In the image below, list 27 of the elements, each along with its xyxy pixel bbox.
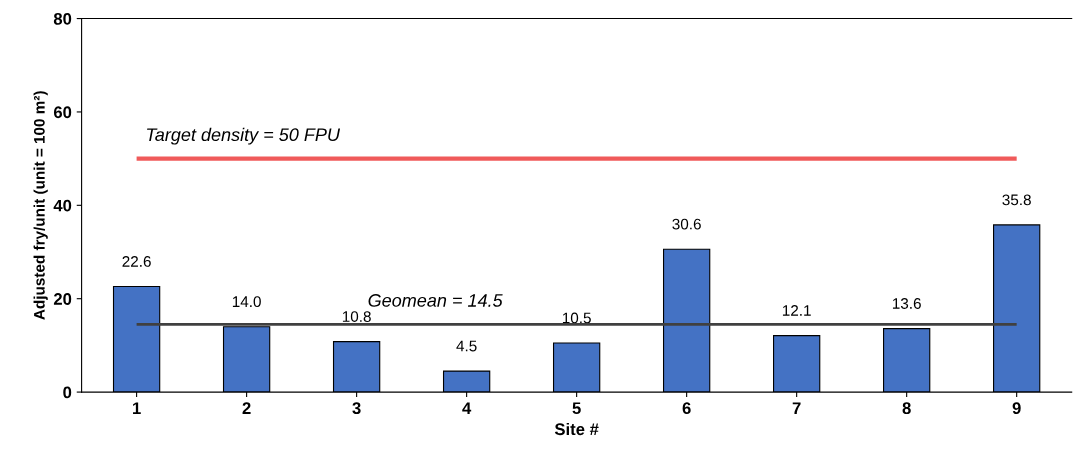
x-tick-label: 9 — [1012, 402, 1021, 415]
y-tick-label: 60 — [53, 106, 72, 119]
ref-line-label: Target density = 50 FPU — [147, 127, 341, 145]
data-label: 35.8 — [1002, 194, 1031, 206]
x-tick-label: 2 — [242, 402, 251, 414]
ref-line-label: Geomean = 14.5 — [368, 294, 503, 307]
x-tick-label: 1 — [133, 402, 141, 414]
data-label: 30.6 — [672, 218, 701, 230]
data-label: 12.1 — [782, 305, 811, 316]
data-label: 10.8 — [342, 311, 371, 322]
x-tick-label: 7 — [792, 402, 801, 414]
y-tick-label: 80 — [53, 12, 72, 25]
y-tick-label: 40 — [53, 199, 72, 212]
x-tick-label: 4 — [462, 402, 472, 414]
data-label: 13.6 — [892, 298, 921, 309]
data-label: 10.5 — [562, 312, 591, 324]
x-tick-label: 3 — [352, 402, 361, 415]
x-tick-label: 6 — [682, 402, 691, 415]
y-tick-label: 0 — [63, 386, 72, 399]
data-label: 4.5 — [456, 340, 477, 352]
data-label: 14.0 — [232, 296, 261, 308]
x-tick-label: 5 — [572, 402, 581, 415]
x-axis-title: Site # — [554, 422, 599, 436]
y-axis-title: Adjusted fry/unit (unit = 100 m²) — [33, 91, 48, 320]
data-label: 22.6 — [122, 256, 151, 267]
y-tick-label: 20 — [53, 293, 72, 305]
x-tick-label: 8 — [902, 402, 911, 415]
